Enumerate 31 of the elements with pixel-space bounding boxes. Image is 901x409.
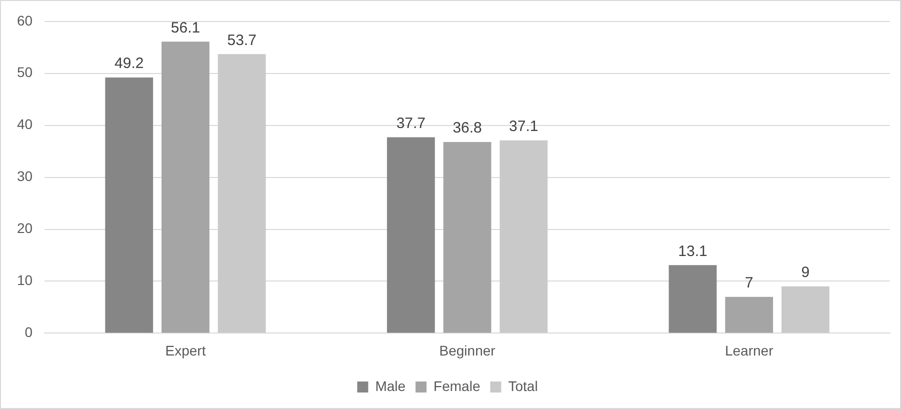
y-tick-label: 10 (16, 272, 33, 288)
data-label: 37.7 (396, 114, 426, 132)
bar (443, 142, 492, 333)
y-tick-label: 60 (16, 12, 33, 28)
data-label: 37.1 (509, 118, 538, 136)
bar (668, 265, 717, 333)
bar (500, 140, 548, 333)
x-tick-label: Expert (165, 342, 206, 358)
data-label: 56.1 (170, 19, 200, 36)
bar (105, 78, 154, 333)
bar (725, 296, 774, 333)
bar (218, 54, 266, 333)
bar (162, 42, 210, 333)
bar (782, 286, 830, 333)
data-label: 7 (744, 274, 754, 292)
y-tick-label: 40 (16, 116, 33, 132)
data-label: 13.1 (678, 242, 708, 260)
data-label: 49.2 (114, 55, 144, 72)
x-tick-label: Beginner (439, 342, 496, 358)
x-tick-label: Learner (724, 342, 774, 358)
y-tick-label: 50 (16, 64, 33, 80)
legend-label: Total (508, 378, 538, 394)
y-tick-label: 0 (24, 324, 33, 340)
y-tick-label: 20 (16, 220, 33, 236)
bar (386, 137, 435, 333)
legend-label: Female (434, 378, 480, 394)
y-tick-label: 30 (16, 168, 33, 184)
data-label: 9 (801, 264, 810, 282)
data-label: 53.7 (227, 32, 256, 49)
data-label: 36.8 (452, 120, 482, 137)
legend-label: Male (375, 378, 406, 394)
